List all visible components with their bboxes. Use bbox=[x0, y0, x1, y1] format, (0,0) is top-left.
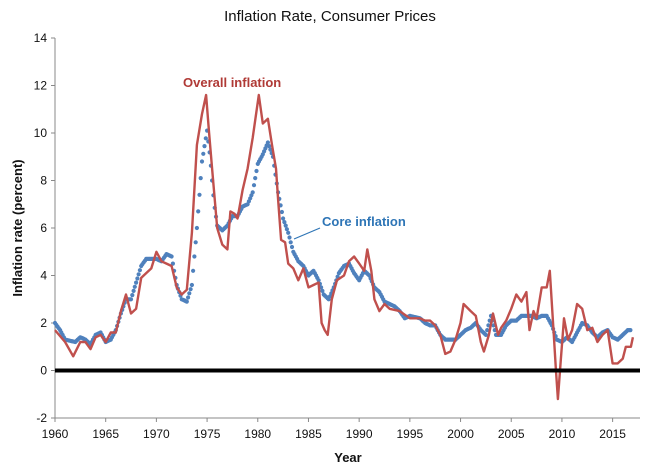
core-inflation-point bbox=[169, 254, 174, 259]
x-tick-label: 1970 bbox=[143, 427, 170, 441]
x-tick-label: 2010 bbox=[549, 427, 576, 441]
core-inflation-point bbox=[130, 293, 135, 298]
y-tick-label: 14 bbox=[34, 31, 48, 45]
core-inflation-point bbox=[131, 288, 136, 293]
x-tick-label: 1960 bbox=[42, 427, 69, 441]
core-inflation-point bbox=[267, 144, 272, 149]
core-inflation-series bbox=[52, 128, 633, 347]
core-inflation-point bbox=[199, 159, 205, 164]
core-inflation-point bbox=[128, 297, 134, 302]
x-axis-label: Year bbox=[334, 450, 361, 465]
core-inflation-point bbox=[279, 209, 284, 215]
x-tick-label: 1975 bbox=[194, 427, 221, 441]
x-tick-label: 2000 bbox=[447, 427, 474, 441]
y-tick-label: -2 bbox=[36, 411, 47, 425]
annotation-core-inflation: Core inflation bbox=[322, 214, 406, 229]
core-inflation-point bbox=[288, 240, 293, 245]
core-inflation-leader-line bbox=[293, 227, 321, 240]
x-tick-label: 1980 bbox=[244, 427, 271, 441]
core-inflation-point bbox=[132, 284, 137, 289]
core-inflation-point bbox=[186, 295, 191, 300]
core-inflation-point bbox=[282, 220, 287, 225]
core-inflation-point bbox=[254, 168, 259, 174]
x-tick-label: 2005 bbox=[498, 427, 525, 441]
overall-inflation-line bbox=[54, 93, 635, 401]
core-inflation-point bbox=[483, 332, 488, 337]
y-tick-label: 4 bbox=[40, 269, 47, 283]
y-axis-label: Inflation rate (percent) bbox=[10, 159, 25, 296]
core-inflation-point bbox=[202, 144, 207, 149]
y-tick-label: 10 bbox=[34, 126, 48, 140]
x-tick-label: 2015 bbox=[599, 427, 626, 441]
core-inflation-point bbox=[283, 223, 288, 228]
core-inflation-point bbox=[320, 288, 325, 293]
x-tick-label: 1990 bbox=[346, 427, 373, 441]
core-inflation-point bbox=[189, 282, 194, 288]
core-inflation-point bbox=[203, 136, 208, 141]
core-inflation-point bbox=[250, 190, 255, 195]
core-inflation-point bbox=[201, 151, 206, 156]
core-inflation-point bbox=[284, 227, 289, 232]
core-inflation-point bbox=[287, 235, 292, 240]
core-inflation-point bbox=[196, 209, 201, 214]
core-inflation-point bbox=[193, 240, 198, 245]
core-inflation-point bbox=[137, 268, 142, 273]
y-tick-label: 6 bbox=[40, 221, 47, 235]
x-tick-label: 1985 bbox=[295, 427, 322, 441]
core-inflation-point bbox=[251, 183, 257, 188]
core-inflation-point bbox=[286, 230, 291, 235]
core-inflation-point bbox=[253, 176, 258, 181]
core-inflation-point bbox=[192, 254, 197, 259]
core-inflation-point bbox=[188, 287, 193, 292]
y-tick-label: 12 bbox=[34, 79, 48, 93]
x-tick-label: 1995 bbox=[397, 427, 424, 441]
core-inflation-point bbox=[265, 140, 270, 145]
core-inflation-point bbox=[316, 278, 321, 283]
core-inflation-point bbox=[194, 225, 199, 231]
core-inflation-point bbox=[134, 280, 139, 285]
core-inflation-point bbox=[197, 192, 202, 197]
core-inflation-point bbox=[136, 272, 141, 277]
chart-title: Inflation Rate, Consumer Prices bbox=[224, 8, 436, 25]
annotation-overall-inflation: Overall inflation bbox=[183, 75, 281, 90]
core-inflation-point bbox=[628, 328, 633, 333]
core-inflation-point bbox=[198, 176, 203, 181]
y-tick-label: 0 bbox=[40, 364, 47, 378]
core-inflation-point bbox=[485, 328, 490, 333]
y-tick-label: 2 bbox=[40, 316, 47, 330]
core-inflation-point bbox=[289, 244, 295, 250]
core-inflation-point bbox=[187, 291, 192, 296]
core-inflation-point bbox=[281, 216, 286, 221]
core-inflation-point bbox=[135, 276, 140, 281]
x-tick-label: 1965 bbox=[92, 427, 119, 441]
y-tick-label: 8 bbox=[40, 174, 47, 188]
core-inflation-point bbox=[184, 299, 189, 304]
core-inflation-point bbox=[170, 261, 175, 266]
core-inflation-point bbox=[191, 268, 196, 273]
